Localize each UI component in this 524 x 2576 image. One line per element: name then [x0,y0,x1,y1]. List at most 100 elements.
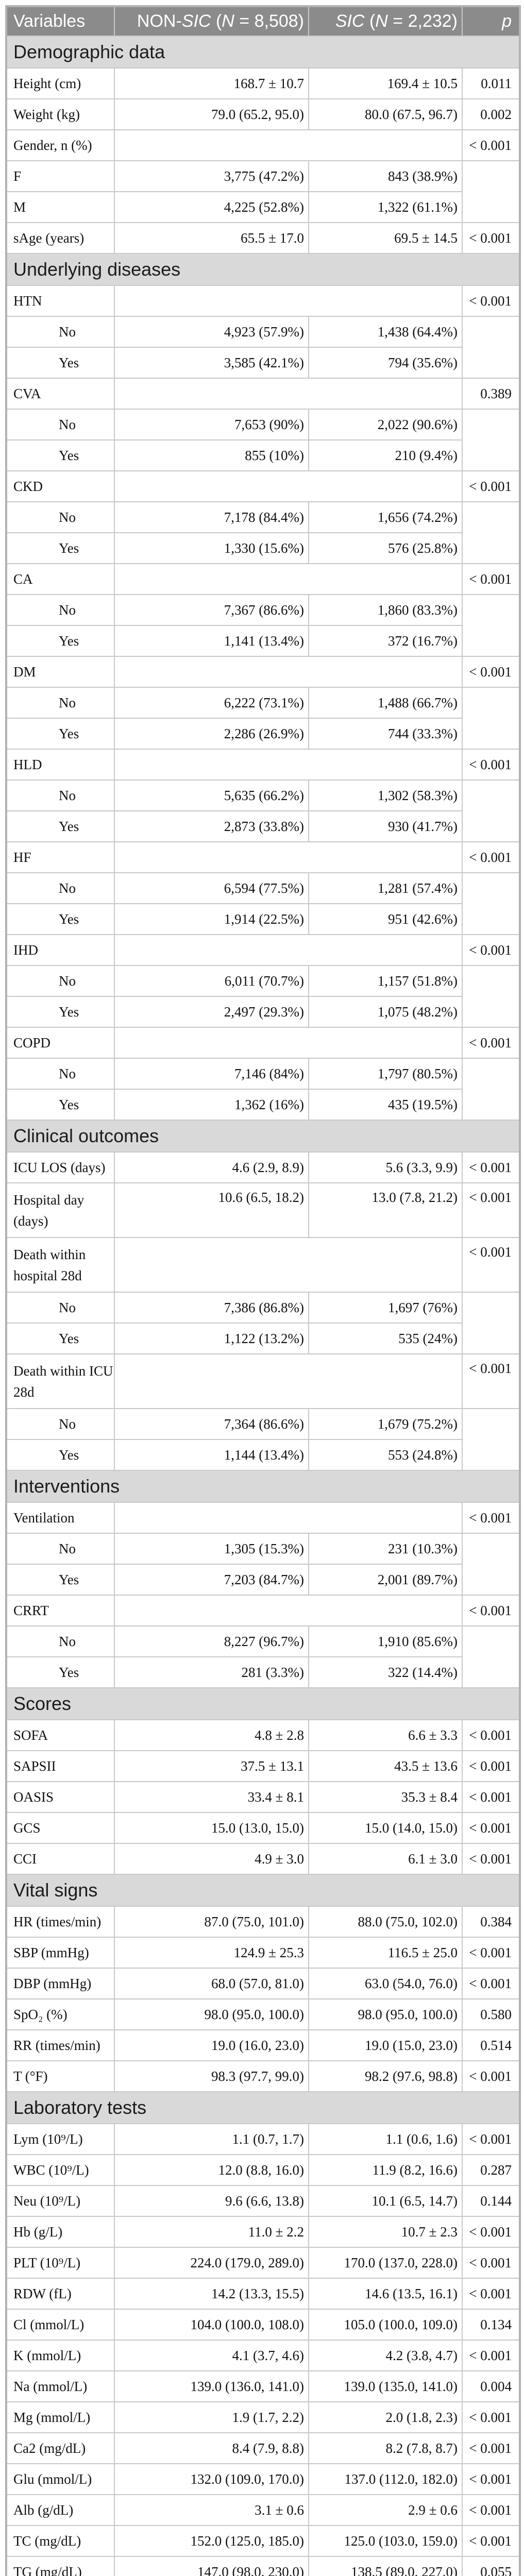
row-label: No [6,687,115,719]
value-sic: 11.9 (8.2, 16.6) [308,2154,463,2186]
section-label: Demographic data [6,36,520,69]
value-sic: 2,001 (89.7%) [308,1564,463,1596]
table-header: Variables NON-SIC (N = 8,508) SIC (N = 2… [6,6,520,37]
table-row: Yes 3,585 (42.1%) 794 (35.6%) [6,347,520,379]
row-label: WBC (10⁹/L) [6,2154,115,2186]
non-sic-prefix: NON- [137,11,182,31]
value-sic: 1,656 (74.2%) [308,501,463,533]
sic-count: = 2,232) [387,11,458,31]
value-merged [114,1595,463,1626]
value-sic: 1,302 (58.3%) [308,779,463,811]
table-row: PLT (10⁹/L) 224.0 (179.0, 289.0) 170.0 (13… [6,2247,520,2279]
value-sic: 5.6 (3.3, 9.9) [308,1151,463,1183]
p-value: < 0.001 [462,1968,520,1999]
value-sic: 6.6 ± 3.3 [308,1719,463,1751]
table-row: Yes 1,122 (13.2%) 535 (24%) [6,1323,520,1354]
p-value-merged [462,1292,520,1354]
value-non-sic: 15.0 (13.0, 15.0) [114,1812,309,1844]
row-label: COPD [6,1027,115,1059]
p-value: 0.011 [462,67,520,99]
value-non-sic: 168.7 ± 10.7 [114,67,309,99]
row-label: HR (times/min) [6,1906,115,1938]
row-label: Na (mmol/L) [6,2370,115,2402]
table-row: SAPSII 37.5 ± 13.1 43.5 ± 13.6 < 0.001 [6,1750,520,1782]
table-row: M 4,225 (52.8%) 1,322 (61.1%) [6,191,520,223]
value-non-sic: 11.0 ± 2.2 [114,2216,309,2248]
row-label: Cl (mmol/L) [6,2309,115,2341]
row-label: CKD [6,470,115,502]
table-row: No 6,222 (73.1%) 1,488 (66.7%) [6,687,520,750]
value-sic: 1,910 (85.6%) [308,1625,463,1657]
table-row: Yes 1,144 (13.4%) 553 (24.8%) [6,1439,520,1471]
value-non-sic: 33.4 ± 8.1 [114,1781,309,1813]
value-sic: 10.1 (6.5, 14.7) [308,2185,463,2217]
row-label: No [6,1533,115,1565]
value-merged [114,563,463,595]
p-value: < 0.001 [462,285,520,317]
table-row: Death within ICU 28d < 0.001 [6,1353,520,1409]
value-sic: 1,679 (75.2%) [308,1408,463,1440]
p-value: < 0.001 [462,749,520,781]
row-label: No [6,1058,115,1090]
value-non-sic: 8,227 (96.7%) [114,1625,309,1657]
row-label: PLT (10⁹/L) [6,2247,115,2279]
value-sic: 10.7 ± 2.3 [308,2216,463,2248]
table-row: Yes 2,873 (33.8%) 930 (41.7%) [6,810,520,842]
row-label: CA [6,563,115,595]
row-label: Yes [6,1089,115,1121]
row-label: SBP (mmHg) [6,1937,115,1969]
row-label: Yes [6,532,115,564]
value-sic: 43.5 ± 13.6 [308,1750,463,1782]
value-merged [114,470,463,502]
value-merged [114,749,463,781]
value-sic: 169.4 ± 10.5 [308,67,463,99]
value-merged [114,841,463,873]
table-row: Hospital day (days) 10.6 (6.5, 18.2) 13.0 … [6,1182,520,1238]
table-row: CCI 4.9 ± 3.0 6.1 ± 3.0 < 0.001 [6,1843,520,1875]
p-value: < 0.001 [462,2432,520,2464]
p-value: < 0.001 [462,1937,520,1969]
comparison-table: Variables NON-SIC (N = 8,508) SIC (N = 2… [5,5,521,2576]
table-row: No 4,923 (57.9%) 1,438 (64.4%) [6,316,520,379]
row-label: T (°F) [6,2060,115,2092]
p-value: < 0.001 [462,563,520,595]
p-value: < 0.001 [462,2216,520,2248]
table-row: Yes 2,286 (26.9%) 744 (33.3%) [6,718,520,750]
value-sic: 6.1 ± 3.0 [308,1843,463,1875]
p-value: < 0.001 [462,2401,520,2433]
table-row: Weight (kg) 79.0 (65.2, 95.0) 80.0 (67.5, … [6,98,520,130]
table-row: No 8,227 (96.7%) 1,910 (85.6%) [6,1625,520,1688]
p-value-merged [462,779,520,842]
sic-italic: SIC [335,11,365,31]
value-sic: 1,322 (61.1%) [308,191,463,223]
row-label: F [6,160,115,192]
row-label: Mg (mmol/L) [6,2401,115,2433]
table-row: IHD < 0.001 [6,934,520,966]
table-row: Lym (10⁹/L) 1.1 (0.7, 1.7) 1.1 (0.6, 1.6) <… [6,2123,520,2155]
value-sic: 951 (42.6%) [308,903,463,935]
p-value-merged [462,409,520,471]
value-sic: 231 (10.3%) [308,1533,463,1565]
table-row: HR (times/min) 87.0 (75.0, 101.0) 88.0 (75… [6,1906,520,1938]
value-non-sic: 3.1 ± 0.6 [114,2494,309,2526]
p-value: < 0.001 [462,2247,520,2279]
row-label: Yes [6,347,115,379]
row-label: Yes [6,996,115,1028]
value-sic: 137.0 (112.0, 182.0) [308,2463,463,2495]
value-non-sic: 224.0 (179.0, 289.0) [114,2247,309,2279]
row-label: Glu (mmol/L) [6,2463,115,2495]
value-non-sic: 5,635 (66.2%) [114,779,309,811]
table-row: Yes 2,497 (29.3%) 1,075 (48.2%) [6,996,520,1028]
table-row: SBP (mmHg) 124.9 ± 25.3 116.5 ± 25.0 < 0.00… [6,1937,520,1969]
table-row: COPD < 0.001 [6,1027,520,1059]
value-non-sic: 1.9 (1.7, 2.2) [114,2401,309,2433]
value-non-sic: 79.0 (65.2, 95.0) [114,98,309,130]
row-label: Alb (g/dL) [6,2494,115,2526]
table-row: Alb (g/dL) 3.1 ± 0.6 2.9 ± 0.6 < 0.001 [6,2494,520,2526]
sic-n: N [375,11,388,31]
value-non-sic: 1,305 (15.3%) [114,1533,309,1565]
p-value: < 0.001 [462,2060,520,2092]
value-merged [114,656,463,688]
p-value: < 0.001 [462,1353,520,1409]
row-label: CVA [6,378,115,410]
